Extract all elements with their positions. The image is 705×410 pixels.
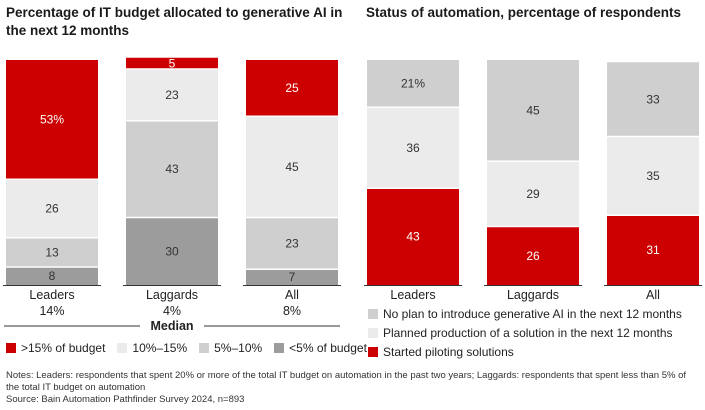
legend-item: 10%–15% <box>117 340 187 356</box>
data-label: 7 <box>289 270 296 284</box>
data-label: 26 <box>45 202 59 216</box>
median-title: Median <box>150 319 193 333</box>
legend-swatch <box>117 343 128 353</box>
bar-segment-c1-laggards-s0 <box>487 226 579 285</box>
legend-label: Planned production of a solution in the … <box>383 326 673 340</box>
data-label: 30 <box>165 244 179 258</box>
data-label: 53% <box>40 113 64 127</box>
legend-label: >15% of budget <box>21 341 106 355</box>
data-label: 35 <box>646 169 660 183</box>
segment-separator <box>6 266 98 268</box>
segment-separator <box>6 237 98 239</box>
data-label: 25 <box>285 81 299 95</box>
legend-swatch <box>368 328 378 338</box>
legend-item: Started piloting solutions <box>368 344 682 360</box>
median-value-label: 4% <box>163 304 181 318</box>
category-label: Leaders <box>390 288 435 302</box>
bar-segment-c0-leaders-s0 <box>6 267 98 285</box>
segment-separator <box>487 225 579 228</box>
bar-segment-c1-laggards-s2 <box>487 60 579 162</box>
bar-segment-c0-laggards-s3 <box>126 57 218 69</box>
data-label: 5 <box>169 56 176 70</box>
legend-label: No plan to introduce generative AI in th… <box>383 307 682 321</box>
data-label: 13 <box>45 245 59 259</box>
legend-swatch <box>199 343 210 353</box>
category-label: Leaders <box>29 288 74 302</box>
bar-segment-c0-laggards-s0 <box>126 217 218 285</box>
median-value-label: 14% <box>39 304 64 318</box>
legend-label: <5% of budget <box>289 341 367 355</box>
segment-separator <box>126 120 218 122</box>
right-chart-title: Status of automation, percentage of resp… <box>366 5 682 20</box>
legend-swatch <box>274 343 285 353</box>
bar-segment-c0-laggards-s1 <box>126 120 218 218</box>
segment-separator <box>367 187 459 189</box>
legend-swatch <box>6 343 16 353</box>
bar-segment-c0-leaders-s2 <box>6 179 98 238</box>
legend-item: Planned production of a solution in the … <box>368 325 682 341</box>
segment-separator <box>246 268 338 270</box>
bar-segment-c0-all-s1 <box>246 217 338 270</box>
legend-item: 5%–10% <box>199 340 262 356</box>
footnotes: Notes: Leaders: respondents that spent 2… <box>6 370 701 406</box>
bar-segment-c0-leaders-s3 <box>6 60 98 180</box>
category-label: Laggards <box>507 288 559 302</box>
bar-segment-c1-leaders-s0 <box>367 188 459 285</box>
category-label: Laggards <box>146 288 198 302</box>
segment-separator <box>607 214 699 216</box>
bar-segment-c1-all-s1 <box>607 136 699 216</box>
right-legend: No plan to introduce generative AI in th… <box>368 306 682 363</box>
legend-label: 10%–15% <box>132 341 188 355</box>
bar-segment-c0-all-s2 <box>246 116 338 218</box>
segment-separator <box>607 135 699 138</box>
category-label: All <box>285 288 299 302</box>
data-label: 29 <box>526 187 540 201</box>
bar-segment-c1-all-s2 <box>607 62 699 137</box>
segment-separator <box>487 160 579 162</box>
segment-separator <box>126 216 218 219</box>
data-label: 21% <box>401 77 425 91</box>
legend-label: Started piloting solutions <box>383 345 514 359</box>
data-label: 43 <box>165 162 179 176</box>
data-label: 23 <box>285 236 299 250</box>
legend-swatch <box>368 309 378 319</box>
bar-segment-c1-leaders-s1 <box>367 107 459 189</box>
data-label: 26 <box>526 249 540 263</box>
data-label: 31 <box>646 243 660 257</box>
source-text: Source: Bain Automation Pathfinder Surve… <box>6 394 245 405</box>
data-label: 33 <box>646 92 660 106</box>
bar-segment-c0-laggards-s2 <box>126 69 218 121</box>
notes-text: Notes: Leaders: respondents that spent 2… <box>6 370 687 393</box>
legend-swatch <box>368 347 378 357</box>
median-value-label: 8% <box>283 304 301 318</box>
bar-segment-c1-laggards-s1 <box>487 161 579 227</box>
bar-segment-c1-all-s0 <box>607 215 699 285</box>
segment-separator <box>246 216 338 219</box>
category-label: All <box>646 288 660 302</box>
legend-label: 5%–10% <box>214 341 263 355</box>
left-chart-title: Percentage of IT budget allocated to gen… <box>6 5 343 38</box>
data-label: 36 <box>406 141 420 155</box>
data-label: 45 <box>285 160 299 174</box>
legend-item: No plan to introduce generative AI in th… <box>368 306 682 322</box>
data-label: 43 <box>406 230 420 244</box>
budget-stacked-bar-chart: 8 13 26 53% Leaders 14% 30 43 23 5 Laggards 4% 7 23 45… <box>3 56 702 333</box>
bar-segment-c0-all-s0 <box>246 269 338 285</box>
bar-segment-c0-all-s3 <box>246 60 338 117</box>
legend-item: <5% of budget <box>274 340 367 356</box>
bar-segment-c0-leaders-s1 <box>6 237 98 267</box>
bar-segment-c1-leaders-s2 <box>367 60 459 108</box>
segment-separator <box>6 178 98 180</box>
segment-separator <box>246 115 338 117</box>
legend-item: >15% of budget <box>6 340 105 356</box>
data-label: 23 <box>165 88 179 102</box>
left-legend: >15% of budget 10%–15% 5%–10% <5% of budget <box>6 340 367 359</box>
segment-separator <box>126 68 218 70</box>
data-label: 45 <box>526 104 540 118</box>
segment-separator <box>367 106 459 108</box>
data-label: 8 <box>49 269 56 283</box>
